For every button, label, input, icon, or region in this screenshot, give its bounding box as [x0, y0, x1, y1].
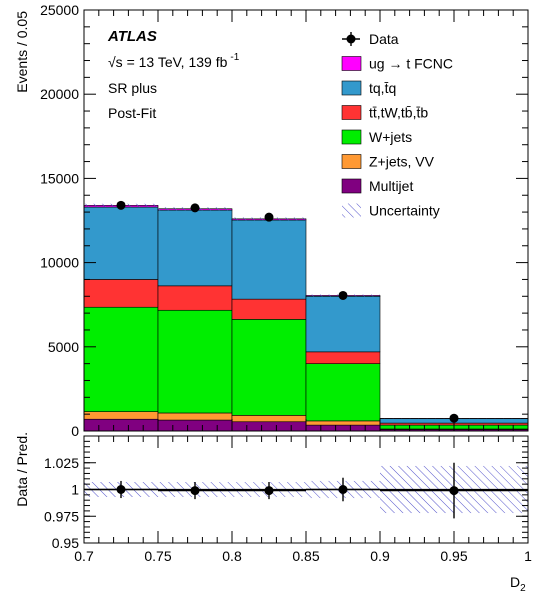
data-point: [338, 290, 348, 300]
x-tick-label: 0.85: [292, 548, 319, 564]
legend-entry: W+jets: [341, 129, 412, 145]
ratio-point: [338, 485, 348, 494]
stack-bar: [83, 306, 159, 412]
legend-label: Z+jets, VV: [369, 154, 435, 170]
ratio-y-tick-label: 0.95: [52, 535, 79, 551]
legend-entry: Z+jets, VV: [341, 154, 435, 170]
legend-label: Data: [369, 31, 399, 47]
legend-entry: tq,t̄q: [341, 80, 396, 96]
ratio-panel: 0.95 0.975 1 1.025 0.7 0.75 0.8 0.85 0.9 0.95 1: [44, 435, 532, 564]
energy-label: √s = 13 TeV, 139 fb -1: [108, 52, 240, 70]
y-tick-label: 5000: [48, 339, 79, 355]
legend-label: tq,t̄q: [369, 80, 396, 96]
legend-swatch: [341, 178, 362, 194]
y-axis-title-main: Events / 0.05: [14, 11, 30, 93]
data-points-main: [116, 200, 459, 423]
legend-label: tt̄,tW,tb̄,t̄b: [369, 105, 428, 121]
data-point: [449, 413, 459, 423]
legend-label: W+jets: [369, 129, 412, 145]
stack-bar: [231, 219, 307, 300]
data-point: [264, 212, 274, 222]
atlas-label: ATLAS: [107, 28, 157, 45]
ratio-y-tick-label: 0.975: [44, 508, 79, 524]
stack-bar: [305, 295, 381, 353]
data-point: [190, 203, 200, 213]
legend-label: Multijet: [369, 178, 413, 194]
x-axis-title-main: D: [510, 574, 520, 590]
legend-entry: ug → t FCNC: [341, 56, 453, 72]
legend-swatch: [341, 154, 362, 169]
x-tick-label: 0.95: [440, 548, 467, 564]
stack-bar: [157, 209, 233, 287]
stack-bar: [83, 206, 159, 280]
legend-swatch: [341, 56, 362, 71]
legend-entry: Uncertainty: [342, 203, 440, 219]
ratio-point: [449, 486, 459, 496]
main-panel: 0 5000 10000 15000 20000 25000: [40, 2, 529, 439]
x-tick-label: 0.75: [144, 548, 171, 564]
x-tick-label: 0.7: [74, 548, 94, 564]
stack-series-w-jets: [83, 306, 529, 430]
energy-label-main: √s = 13 TeV, 139 fb: [108, 54, 228, 70]
y-tick-label: 0: [71, 423, 79, 439]
stack-bar: [231, 415, 307, 423]
fit-label: Post-Fit: [108, 105, 156, 121]
stack-bar: [83, 279, 159, 308]
data-points-ratio: [84, 462, 528, 519]
stack-bar: [157, 285, 233, 311]
legend-entry: tt̄,tW,tb̄,t̄b: [341, 105, 428, 121]
stack-bar: [305, 363, 381, 422]
legend-label: Uncertainty: [369, 203, 440, 219]
ratio-y-tick-label: 1.025: [44, 455, 79, 471]
data-point: [116, 200, 126, 210]
y-tick-label: 25000: [40, 2, 79, 18]
stack-bar: [157, 412, 233, 421]
stack-bar: [83, 411, 159, 420]
ratio-y-tick-label: 1: [71, 482, 79, 498]
stack-bar: [305, 424, 381, 432]
x-tick-label: 1: [524, 548, 532, 564]
stack-bar: [83, 418, 159, 432]
ratio-point: [116, 485, 126, 494]
legend-swatch: [341, 129, 362, 145]
legend-entry: Data: [342, 31, 399, 47]
y-tick-label: 15000: [40, 170, 79, 186]
stack-bar: [157, 309, 233, 414]
x-axis-title: D2: [510, 574, 526, 594]
y-tick-label: 10000: [40, 255, 79, 271]
legend-uncertainty-swatch: [342, 203, 361, 218]
stack-bar: [305, 420, 381, 426]
stack-bar: [231, 298, 307, 320]
legend: Data ug → t FCNC tq,t̄q tt̄,tW,tb̄,t̄b W+jet…: [341, 31, 453, 219]
legend-swatch: [341, 105, 362, 120]
x-tick-label: 0.8: [222, 548, 242, 564]
stack-bar: [157, 419, 233, 432]
ratio-point: [264, 486, 274, 496]
legend-label: ug → t FCNC: [369, 56, 453, 72]
legend-entry: Multijet: [341, 178, 413, 194]
legend-data-marker: [346, 34, 356, 44]
stack-bar: [231, 421, 307, 432]
stack-bar: [305, 351, 381, 364]
region-label: SR plus: [108, 80, 157, 96]
stack-bar: [231, 319, 307, 416]
legend-swatch: [341, 80, 362, 96]
energy-label-superscript: -1: [230, 52, 239, 63]
x-axis-title-subscript: 2: [520, 583, 526, 594]
x-tick-label: 0.9: [370, 548, 390, 564]
ratio-point: [190, 486, 200, 496]
y-tick-label: 20000: [40, 86, 79, 102]
y-axis-title-ratio: Data / Pred.: [14, 432, 30, 507]
